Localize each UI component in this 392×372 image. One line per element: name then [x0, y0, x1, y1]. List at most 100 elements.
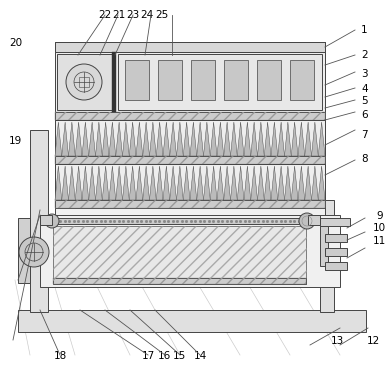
- Polygon shape: [176, 166, 183, 200]
- Polygon shape: [156, 122, 163, 156]
- Polygon shape: [96, 122, 102, 156]
- Text: 9: 9: [376, 211, 383, 221]
- Text: 1: 1: [361, 25, 368, 35]
- Bar: [53, 278, 306, 284]
- Text: 11: 11: [373, 236, 386, 246]
- Polygon shape: [109, 122, 116, 156]
- Circle shape: [66, 64, 102, 100]
- Polygon shape: [217, 122, 224, 156]
- Polygon shape: [170, 122, 176, 156]
- Polygon shape: [176, 122, 183, 156]
- Polygon shape: [143, 166, 149, 200]
- Bar: [320, 218, 350, 226]
- Polygon shape: [170, 166, 176, 200]
- Bar: [40, 215, 52, 225]
- Bar: [320, 226, 328, 266]
- Polygon shape: [149, 122, 156, 156]
- Polygon shape: [69, 166, 75, 200]
- Bar: [320, 200, 334, 312]
- Bar: [18, 218, 30, 283]
- Polygon shape: [298, 166, 305, 200]
- Text: 13: 13: [331, 336, 345, 346]
- Polygon shape: [55, 166, 62, 200]
- Text: 10: 10: [373, 224, 386, 233]
- Polygon shape: [312, 122, 318, 156]
- Polygon shape: [210, 166, 217, 200]
- Polygon shape: [75, 166, 82, 200]
- Text: 16: 16: [158, 352, 171, 361]
- Polygon shape: [183, 122, 190, 156]
- Text: 8: 8: [361, 154, 368, 164]
- Polygon shape: [129, 166, 136, 200]
- Bar: [55, 42, 325, 222]
- Bar: [53, 278, 306, 284]
- Polygon shape: [258, 166, 264, 200]
- Polygon shape: [197, 122, 203, 156]
- Polygon shape: [116, 166, 122, 200]
- Circle shape: [299, 213, 315, 229]
- Text: 22: 22: [98, 10, 112, 20]
- Text: 15: 15: [173, 352, 186, 361]
- Bar: [40, 215, 340, 287]
- Polygon shape: [163, 122, 170, 156]
- Polygon shape: [230, 166, 237, 200]
- Polygon shape: [291, 166, 298, 200]
- Bar: [53, 226, 306, 282]
- Text: 14: 14: [194, 352, 207, 361]
- Text: 24: 24: [140, 10, 154, 20]
- Text: 17: 17: [142, 352, 155, 361]
- Polygon shape: [109, 166, 116, 200]
- Polygon shape: [75, 122, 82, 156]
- Polygon shape: [89, 166, 96, 200]
- Bar: [55, 164, 325, 200]
- Polygon shape: [203, 122, 210, 156]
- Text: 12: 12: [367, 336, 380, 346]
- Polygon shape: [318, 166, 325, 200]
- Polygon shape: [122, 122, 129, 156]
- Polygon shape: [69, 122, 75, 156]
- Text: 19: 19: [9, 136, 22, 145]
- Polygon shape: [285, 122, 291, 156]
- Bar: [118, 54, 322, 110]
- Bar: [112, 52, 116, 112]
- Bar: [325, 248, 347, 256]
- Polygon shape: [285, 166, 291, 200]
- Polygon shape: [224, 122, 230, 156]
- Polygon shape: [278, 122, 285, 156]
- Text: 6: 6: [361, 110, 368, 119]
- Polygon shape: [203, 166, 210, 200]
- Polygon shape: [82, 166, 89, 200]
- Polygon shape: [217, 166, 224, 200]
- Polygon shape: [102, 166, 109, 200]
- Polygon shape: [251, 166, 258, 200]
- Text: 7: 7: [361, 130, 368, 140]
- Polygon shape: [136, 166, 143, 200]
- Bar: [325, 262, 347, 270]
- Bar: [224, 60, 248, 100]
- Polygon shape: [156, 166, 163, 200]
- Bar: [257, 60, 281, 100]
- Polygon shape: [163, 166, 170, 200]
- Polygon shape: [237, 122, 244, 156]
- Bar: [325, 234, 347, 242]
- Polygon shape: [129, 122, 136, 156]
- Polygon shape: [305, 166, 312, 200]
- Bar: [158, 60, 182, 100]
- Polygon shape: [271, 166, 278, 200]
- Polygon shape: [230, 122, 237, 156]
- Polygon shape: [143, 122, 149, 156]
- Polygon shape: [258, 122, 264, 156]
- Text: 21: 21: [112, 10, 125, 20]
- Polygon shape: [62, 122, 69, 156]
- Bar: [55, 156, 325, 164]
- Bar: [79, 77, 89, 87]
- Bar: [55, 42, 325, 52]
- Polygon shape: [197, 166, 203, 200]
- Bar: [18, 310, 366, 332]
- Polygon shape: [264, 166, 271, 200]
- Polygon shape: [224, 166, 230, 200]
- Circle shape: [19, 237, 49, 267]
- Bar: [57, 54, 112, 110]
- Polygon shape: [116, 122, 122, 156]
- Polygon shape: [190, 122, 197, 156]
